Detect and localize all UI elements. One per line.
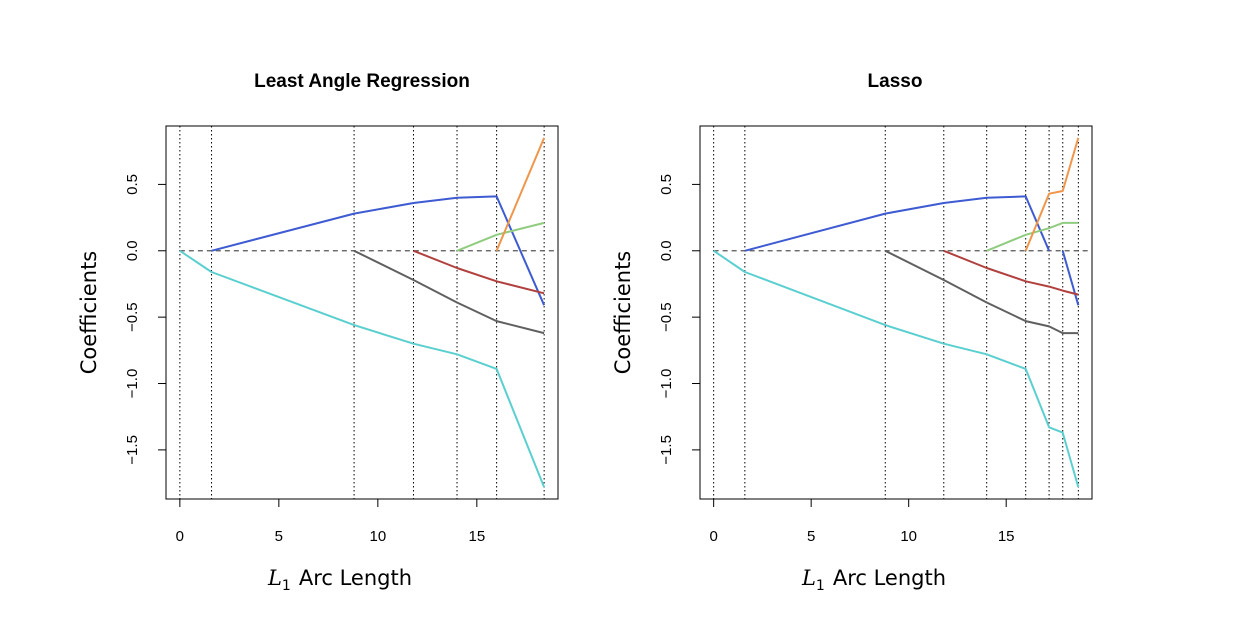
y-tick-label: −1.5 (124, 435, 141, 465)
plot-frame (699, 125, 1093, 500)
x-axis-label-text: Arc Length (833, 566, 946, 590)
x-axis-label-sub: 1 (816, 578, 825, 594)
x-tick-label: 0 (176, 528, 184, 545)
y-tick-label: −1.0 (124, 369, 141, 399)
coefficient-path (713, 249, 1080, 488)
x-tick-label: 15 (998, 528, 1015, 545)
x-tick-label: 5 (807, 528, 815, 545)
coefficient-path (353, 249, 545, 335)
panel-lasso: Lasso 0 5 10 15 −1.5 −1.0 −0.5 0.0 0.5 Coefficient… (611, 71, 1093, 594)
y-tick-label: −1.0 (658, 369, 675, 399)
y-tick-label: −1.5 (658, 435, 675, 465)
coefficient-path (986, 221, 1079, 252)
y-axis-label: Coefficients (611, 251, 635, 375)
x-axis-label: L1 Arc Length (267, 566, 412, 594)
x-axis-label-text: Arc Length (299, 566, 412, 590)
chart-title: Lasso (868, 71, 923, 92)
x-axis-label-var: L (801, 566, 816, 590)
x-axis-label-var: L (267, 566, 282, 590)
plot-frame (165, 125, 559, 500)
coefficient-path (943, 249, 1079, 296)
coefficient-path (1061, 250, 1080, 306)
coefficient-path (884, 249, 1079, 335)
y-tick-label: −0.5 (658, 302, 675, 332)
y-tick-label: 0.5 (658, 174, 675, 195)
coefficient-path (211, 195, 546, 306)
x-tick-label: 5 (275, 528, 283, 545)
x-axis-label-sub: 1 (282, 578, 291, 594)
y-axis-label: Coefficients (77, 251, 101, 375)
x-tick-label: 10 (369, 528, 386, 545)
y-tick-label: 0.0 (658, 240, 675, 261)
x-tick-label: 0 (709, 528, 717, 545)
x-tick-label: 10 (900, 528, 917, 545)
coefficient-path (179, 249, 546, 488)
panel-lars: Least Angle Regression 0 5 10 15 −1.5 −1.0 −0.5… (77, 71, 559, 594)
coefficient-path (1024, 137, 1080, 252)
coefficient-path (456, 221, 545, 252)
y-tick-label: 0.5 (124, 174, 141, 195)
coefficient-path (495, 137, 546, 252)
coefficient-path (413, 249, 545, 295)
y-tick-label: 0.0 (124, 240, 141, 261)
coefficient-path (744, 195, 1051, 252)
x-axis-label: L1 Arc Length (801, 566, 946, 594)
y-tick-label: −0.5 (124, 302, 141, 332)
x-tick-label: 15 (468, 528, 485, 545)
chart-title: Least Angle Regression (254, 71, 470, 92)
